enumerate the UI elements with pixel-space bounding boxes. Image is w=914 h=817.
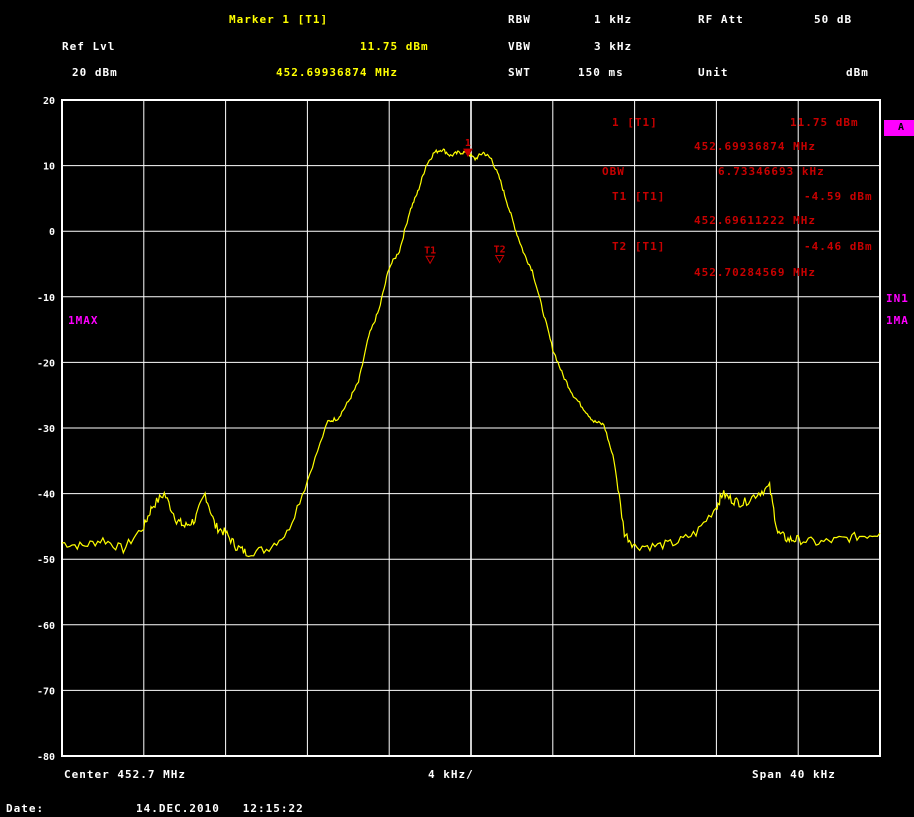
max-hold-left-label: 1MAX: [68, 314, 99, 327]
marker-symbols: 1 T1 T2: [424, 138, 506, 265]
rf-att-value: 50 dB: [814, 13, 853, 26]
date-value: 14.DEC.2010 12:15:22: [136, 802, 304, 815]
t2-level: -4.46 dBm: [804, 240, 873, 253]
marker-1-label: 1: [465, 138, 471, 149]
marker1-label: 1 [T1]: [612, 116, 658, 129]
trace-a-badge: A: [884, 120, 914, 136]
center-frequency: Center 452.7 MHz: [64, 768, 186, 781]
marker-title: Marker 1 [T1]: [229, 13, 329, 26]
marker-t2-label: T2: [494, 244, 506, 255]
y-tick-label: 10: [43, 162, 55, 173]
marker1-freq: 452.69936874 MHz: [694, 140, 816, 153]
rbw-value: 1 kHz: [594, 13, 633, 26]
marker-freq: 452.69936874 MHz: [276, 66, 398, 79]
frequency-per-division: 4 kHz/: [428, 768, 474, 781]
y-tick-labels: 20 10 0 -10 -20 -30 -40 -50 -60 -70 -80: [37, 96, 55, 763]
t1-freq: 452.69611222 MHz: [694, 214, 816, 227]
ref-lvl-label: Ref Lvl: [62, 40, 116, 53]
unit-label: Unit: [698, 66, 729, 79]
y-tick-label: 20: [43, 96, 55, 107]
y-tick-label: -70: [37, 686, 55, 697]
y-tick-label: -20: [37, 358, 55, 369]
marker1-level: 11.75 dBm: [790, 116, 859, 129]
t1-level: -4.59 dBm: [804, 190, 873, 203]
y-tick-label: 0: [49, 227, 55, 238]
in1-label: IN1: [886, 292, 909, 305]
plot-frame: [61, 99, 881, 757]
unit-value: dBm: [846, 66, 869, 79]
span-value: Span 40 kHz: [752, 768, 836, 781]
rf-att-label: RF Att: [698, 13, 744, 26]
y-tick-label: -60: [37, 621, 55, 632]
y-tick-label: -50: [37, 555, 55, 566]
t2-freq: 452.70284569 MHz: [694, 266, 816, 279]
marker-t2-symbol: [494, 254, 505, 264]
vbw-label: VBW: [508, 40, 531, 53]
obw-label: OBW: [602, 165, 625, 178]
y-tick-label: -80: [37, 752, 55, 763]
y-tick-label: -10: [37, 293, 55, 304]
y-tick-label: -30: [37, 424, 55, 435]
spectrum-trace: [61, 148, 881, 558]
rbw-label: RBW: [508, 13, 531, 26]
obw-value: 6.73346693 kHz: [718, 165, 825, 178]
t2-label: T2 [T1]: [612, 240, 666, 253]
t1-label: T1 [T1]: [612, 190, 666, 203]
vbw-value: 3 kHz: [594, 40, 633, 53]
date-label: Date:: [6, 802, 45, 815]
grid-lines: [61, 99, 881, 757]
swt-value: 150 ms: [578, 66, 624, 79]
marker-t1-symbol: [425, 255, 435, 265]
y-tick-label: -40: [37, 490, 55, 501]
max-hold-right-label: 1MA: [886, 314, 909, 327]
swt-label: SWT: [508, 66, 531, 79]
marker-level: 11.75 dBm: [360, 40, 429, 53]
marker-1-symbol: [463, 148, 473, 158]
ref-lvl-value: 20 dBm: [72, 66, 118, 79]
marker-t1-label: T1: [424, 245, 436, 256]
